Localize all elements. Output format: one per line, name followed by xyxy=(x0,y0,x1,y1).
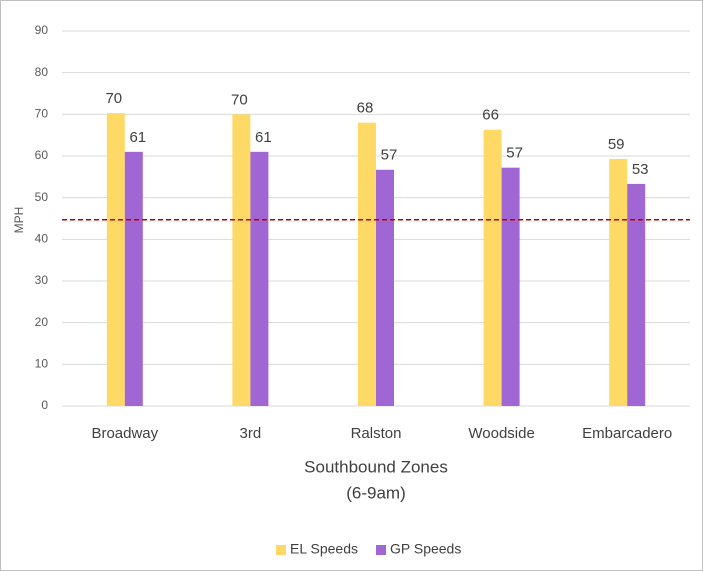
y-tick-label: 0 xyxy=(41,398,48,412)
y-tick-label: 90 xyxy=(35,23,49,37)
y-axis-title: MPH xyxy=(12,207,26,234)
data-label: 53 xyxy=(632,161,649,178)
data-label: 70 xyxy=(105,90,122,107)
data-label: 66 xyxy=(482,107,499,124)
bar xyxy=(124,151,143,406)
data-label: 61 xyxy=(255,129,272,146)
bar xyxy=(376,169,394,406)
legend-swatch xyxy=(276,545,286,555)
bar xyxy=(232,114,251,406)
y-tick-label: 80 xyxy=(35,65,49,79)
x-axis-title: Southbound Zones xyxy=(304,457,448,476)
legend-swatch xyxy=(376,545,386,555)
data-label: 61 xyxy=(129,129,146,146)
bar xyxy=(358,122,376,407)
bar xyxy=(483,129,502,406)
bar xyxy=(501,167,520,406)
y-tick-label: 40 xyxy=(35,232,49,246)
y-tick-label: 50 xyxy=(35,190,49,204)
x-tick-label: 3rd xyxy=(240,425,262,442)
legend-label: EL Speeds xyxy=(290,541,358,557)
x-tick-label: Broadway xyxy=(91,425,158,442)
x-tick-label: Embarcadero xyxy=(582,425,672,442)
bar xyxy=(106,113,125,406)
x-tick-label: Woodside xyxy=(468,425,534,442)
bar xyxy=(627,183,646,406)
data-label: 68 xyxy=(357,100,374,117)
data-label: 57 xyxy=(506,145,523,162)
bar xyxy=(609,158,628,406)
data-label: 59 xyxy=(608,136,625,153)
y-tick-label: 30 xyxy=(35,273,49,287)
y-tick-label: 70 xyxy=(35,107,49,121)
y-tick-label: 60 xyxy=(35,148,49,162)
y-tick-label: 10 xyxy=(35,357,49,371)
data-label: 70 xyxy=(231,91,248,108)
x-tick-label: Ralston xyxy=(351,425,402,442)
data-label: 57 xyxy=(381,147,398,164)
y-tick-label: 20 xyxy=(35,315,49,329)
bar xyxy=(250,151,269,406)
legend-label: GP Speeds xyxy=(390,541,461,557)
x-axis-title: (6-9am) xyxy=(346,483,406,502)
